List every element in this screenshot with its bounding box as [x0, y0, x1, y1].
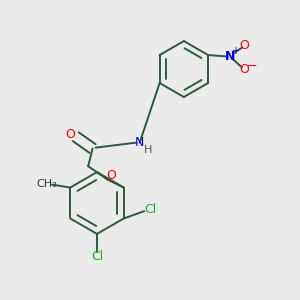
Text: H: H — [144, 145, 153, 155]
Text: N: N — [225, 50, 236, 63]
Text: CH₃: CH₃ — [36, 179, 57, 189]
Text: −: − — [246, 60, 257, 73]
Text: O: O — [239, 63, 249, 76]
Text: N: N — [135, 136, 144, 149]
Text: +: + — [232, 46, 239, 56]
Text: O: O — [239, 39, 249, 52]
Text: O: O — [106, 169, 116, 182]
Text: Cl: Cl — [144, 203, 156, 216]
Text: O: O — [66, 128, 75, 141]
Text: Cl: Cl — [91, 250, 103, 263]
